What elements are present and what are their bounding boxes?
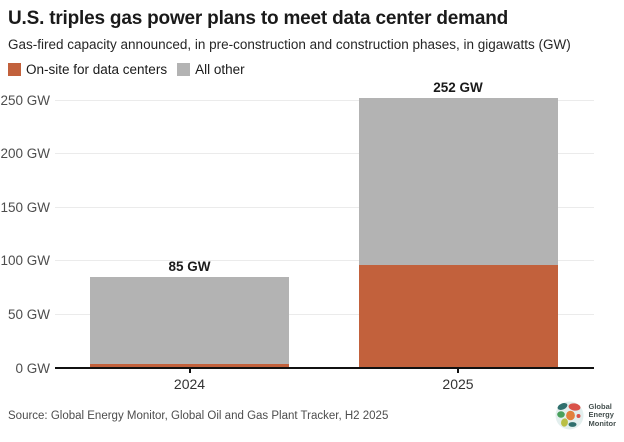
- legend-item-other: All other: [177, 62, 245, 77]
- xtick-label-2025: 2025: [442, 376, 474, 392]
- chart-legend: On-site for data centers All other: [8, 62, 616, 77]
- bar-2024-segment-other: [90, 276, 289, 364]
- chart-title: U.S. triples gas power plans to meet dat…: [8, 8, 509, 29]
- logo-text-line2: Energy: [588, 410, 614, 420]
- ytick-label-0: 0 GW: [15, 360, 50, 376]
- ytick-label-200: 200 GW: [0, 146, 50, 162]
- bar-2025-segment-onsite: [358, 265, 558, 368]
- chart-header: U.S. triples gas power plans to meet dat…: [0, 0, 624, 77]
- legend-label-other: All other: [195, 61, 245, 77]
- ytick-label-100: 100 GW: [0, 253, 50, 269]
- xtick-2024: [188, 368, 191, 373]
- gridline-200: [55, 153, 594, 155]
- gridline-100: [55, 260, 594, 262]
- xtick-label-2024: 2024: [173, 376, 206, 392]
- logo-text: Global Energy Monitor: [588, 401, 617, 429]
- legend-swatch-other: [177, 62, 191, 76]
- chart-plot: 0 GW 50 GW 100 GW 150 GW 200 GW 250 GW 85 GW 20…: [0, 80, 624, 395]
- source-text: Source: Global Energy Monitor, Global Oi…: [8, 409, 389, 422]
- gem-logo: Global Energy Monitor: [555, 401, 617, 430]
- logo-text-line1: Global: [588, 401, 612, 411]
- chart-subtitle: Gas-fired capacity announced, in pre-con…: [8, 36, 571, 52]
- globe-icon: [555, 401, 583, 430]
- xtick-2025: [457, 368, 459, 373]
- legend-swatch-onsite: [8, 62, 21, 76]
- bar-2024-segment-onsite: [90, 363, 289, 368]
- total-label-2024: 85 GW: [168, 258, 211, 274]
- ytick-label-250: 250 GW: [0, 92, 50, 108]
- x-axis-line: [55, 367, 594, 369]
- legend-label-onsite: On-site for data centers: [26, 61, 168, 77]
- gridline-150: [55, 206, 594, 208]
- ytick-label-50: 50 GW: [7, 306, 50, 322]
- chart-footer: Source: Global Energy Monitor, Global Oi…: [0, 395, 624, 442]
- gridline-50: [55, 313, 594, 315]
- logo-text-line3: Monitor: [588, 418, 617, 428]
- ytick-label-150: 150 GW: [0, 199, 50, 215]
- legend-item-onsite: On-site for data centers: [8, 62, 167, 77]
- bar-2025-segment-other: [358, 97, 558, 266]
- total-label-2025: 252 GW: [433, 79, 483, 95]
- gridline-250: [55, 99, 594, 101]
